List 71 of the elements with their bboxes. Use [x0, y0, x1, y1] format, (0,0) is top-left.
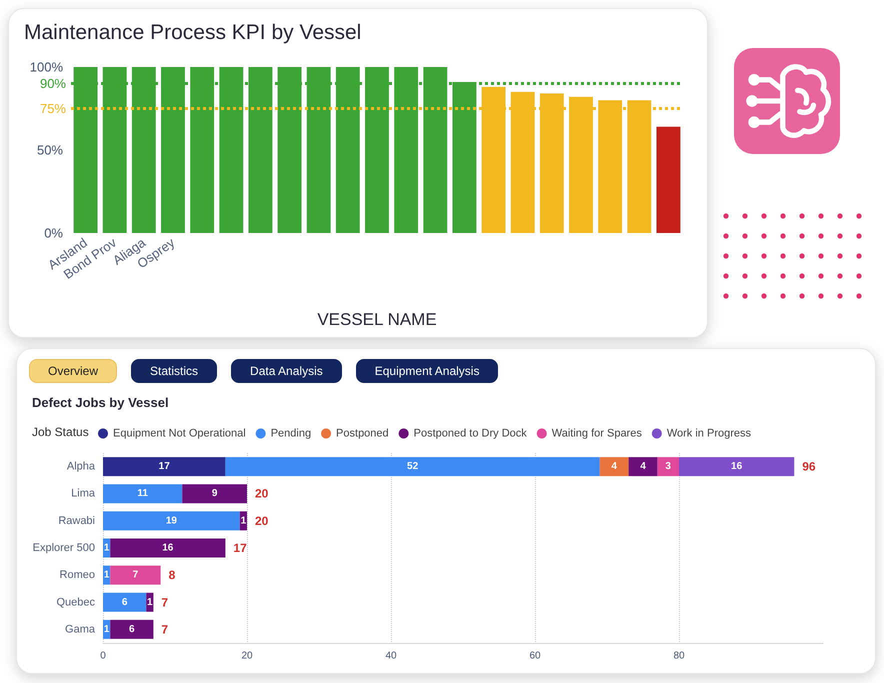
- bar: [103, 484, 182, 504]
- y-tick-label: 50%: [36, 142, 64, 158]
- y-tick-label: Alpha: [66, 460, 96, 473]
- x-tick-label: 80: [673, 650, 685, 662]
- bar: [110, 566, 161, 585]
- bar: [110, 620, 154, 639]
- data-label: 1: [104, 542, 110, 554]
- tab-button[interactable]: Equipment Analysis: [356, 359, 498, 383]
- legend-title: Job Status: [32, 425, 89, 439]
- tab-button[interactable]: Overview: [29, 359, 118, 383]
- y-tick-label: Quebec: [56, 596, 96, 608]
- x-tick-label: 40: [385, 650, 397, 662]
- total-label: 17: [233, 541, 248, 555]
- data-label: 4: [611, 461, 618, 472]
- data-label: 6: [122, 596, 128, 608]
- x-tick-label: 20: [241, 650, 253, 662]
- legend-label: Pending: [270, 428, 312, 440]
- data-label: 9: [212, 488, 218, 500]
- total-label: 8: [168, 568, 176, 582]
- y-tick-label: 0%: [44, 226, 64, 240]
- legend-label: Waiting for Spares: [552, 428, 642, 440]
- bar: [657, 457, 679, 476]
- data-label: 17: [158, 461, 170, 472]
- data-label: 1: [240, 515, 247, 526]
- data-label: 1: [104, 570, 110, 581]
- legend-label: Postponed: [336, 428, 389, 440]
- data-label: 19: [166, 515, 178, 526]
- legend-label: Postponed to Dry Dock: [414, 428, 528, 440]
- ref-line-label: 75%: [40, 101, 66, 116]
- data-label: 1: [147, 596, 154, 608]
- y-tick-label: 100%: [30, 60, 64, 74]
- total-label: 96: [802, 460, 816, 474]
- total-label: 7: [161, 622, 168, 636]
- bar: [103, 457, 226, 476]
- tab-button[interactable]: Data Analysis: [231, 359, 342, 383]
- total-label: 7: [161, 595, 168, 610]
- bar: [225, 457, 600, 476]
- data-label: 11: [137, 488, 148, 500]
- y-tick-label: Explorer 500: [32, 542, 95, 554]
- tab-button[interactable]: Statistics: [131, 359, 218, 383]
- y-tick-label: Gama: [65, 623, 96, 636]
- total-label: 20: [255, 486, 269, 501]
- bar: [679, 457, 794, 476]
- chart-title: Maintenance Process KPI by Vessel: [24, 21, 362, 44]
- y-tick-label: Lima: [71, 488, 96, 500]
- x-axis-title: VESSEL NAME: [317, 310, 437, 329]
- data-label: 4: [640, 461, 646, 472]
- bar: [103, 511, 240, 530]
- data-label: 52: [407, 461, 419, 472]
- chart-title: Defect Jobs by Vessel: [32, 395, 169, 410]
- data-label: 16: [162, 542, 174, 554]
- x-tick-label: 0: [100, 650, 106, 662]
- bar: [146, 592, 154, 612]
- bar: [600, 457, 629, 476]
- data-label: 16: [731, 461, 743, 472]
- y-tick-label: Rawabi: [58, 514, 95, 527]
- legend-label: Equipment Not Operational: [113, 428, 246, 440]
- bar: [182, 484, 247, 504]
- total-label: 20: [255, 514, 269, 528]
- ref-line-label: 90%: [40, 76, 66, 92]
- bar: [656, 126, 680, 233]
- bar: [103, 592, 146, 612]
- legend-label: Work in Progress: [666, 428, 752, 440]
- data-label: 1: [104, 624, 110, 635]
- y-tick-label: Romeo: [60, 569, 95, 582]
- x-tick-label: 60: [529, 650, 541, 662]
- data-label: 7: [132, 570, 139, 581]
- data-label: 6: [129, 624, 136, 635]
- bar: [110, 538, 226, 558]
- bar: [628, 457, 658, 476]
- data-label: 3: [665, 461, 672, 472]
